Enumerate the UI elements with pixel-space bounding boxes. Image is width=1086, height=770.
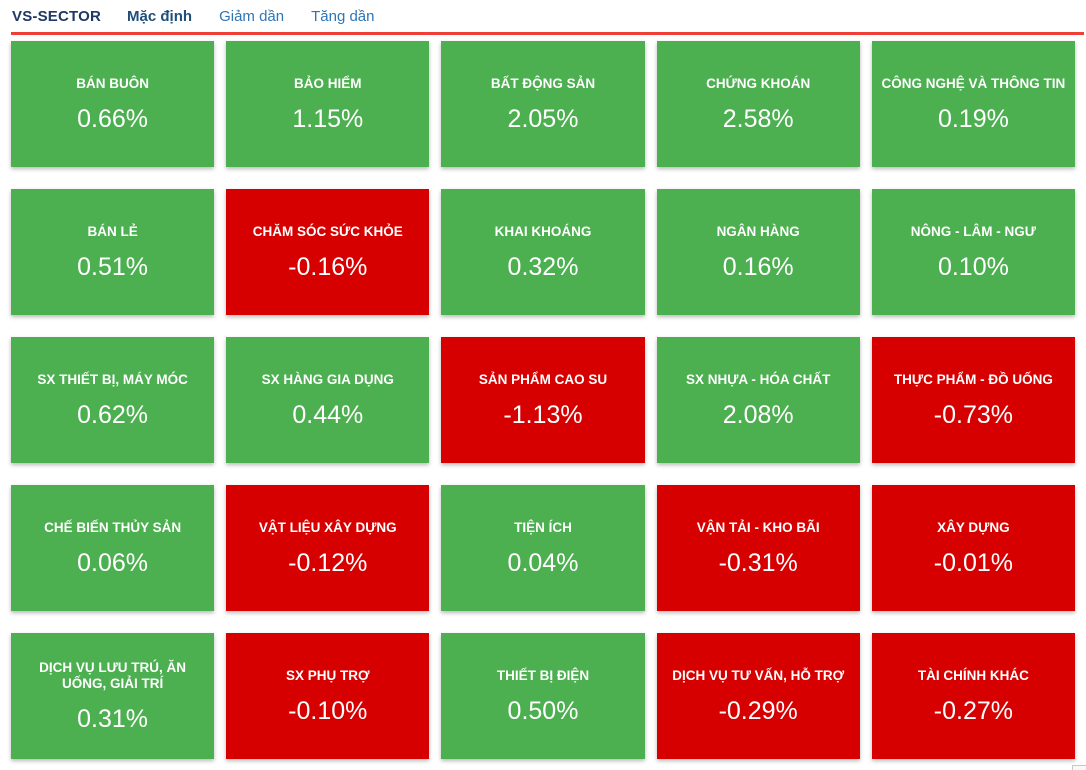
sector-name: BÁN BUÔN [76, 76, 149, 91]
sector-tile[interactable]: BẢO HIỂM 1.15% [226, 41, 430, 167]
sector-tile[interactable]: BẤT ĐỘNG SẢN 2.05% [441, 41, 645, 167]
sector-name: KHAI KHOÁNG [494, 224, 592, 239]
header-divider [11, 32, 1084, 35]
widget-title: VS-SECTOR [12, 8, 102, 25]
sector-change: 2.58% [722, 105, 794, 133]
sector-tile[interactable]: XÂY DỰNG -0.01% [871, 485, 1075, 611]
sector-name: CHĂM SÓC SỨC KHỎE [252, 224, 403, 239]
sector-change: 0.06% [77, 549, 149, 577]
sector-change: 0.44% [292, 401, 364, 429]
sector-change: -0.12% [288, 549, 368, 577]
sector-tile[interactable]: DỊCH VỤ LƯU TRÚ, ĂN UỐNG, GIẢI TRÍ 0.31% [11, 633, 215, 759]
sector-change: 2.08% [722, 401, 794, 429]
sector-tile[interactable]: KHAI KHOÁNG 0.32% [441, 189, 645, 315]
sector-change: -0.29% [718, 697, 798, 725]
sector-tile[interactable]: VẬN TẢI - KHO BÃI -0.31% [656, 485, 860, 611]
sector-name: TIỆN ÍCH [514, 520, 572, 535]
sector-change: 0.62% [77, 401, 149, 429]
sector-tile[interactable]: SX PHỤ TRỢ -0.10% [226, 633, 430, 759]
sector-name: DỊCH VỤ LƯU TRÚ, ĂN UỐNG, GIẢI TRÍ [39, 660, 187, 691]
sector-change: -0.27% [933, 697, 1013, 725]
sector-tile[interactable]: NGÂN HÀNG 0.16% [656, 189, 860, 315]
sector-change: 1.15% [292, 105, 364, 133]
sector-tile[interactable]: SX NHỰA - HÓA CHẤT 2.08% [656, 337, 860, 463]
sector-tile[interactable]: TÀI CHÍNH KHÁC -0.27% [871, 633, 1075, 759]
header: VS-SECTOR Mặc định Giảm dần Tăng dần [0, 0, 1086, 25]
sector-change: 0.19% [937, 105, 1009, 133]
sector-change: 0.66% [77, 105, 149, 133]
sector-name: DỊCH VỤ TƯ VẤN, HỖ TRỢ [672, 668, 845, 683]
sector-tile[interactable]: CHỨNG KHOÁN 2.58% [656, 41, 860, 167]
sector-change: -1.13% [503, 401, 583, 429]
scroll-corner [1072, 765, 1086, 770]
sector-tile[interactable]: DỊCH VỤ TƯ VẤN, HỖ TRỢ -0.29% [656, 633, 860, 759]
sector-name: NGÂN HÀNG [716, 224, 800, 239]
sector-name: SX NHỰA - HÓA CHẤT [685, 372, 831, 387]
sector-change: 0.16% [722, 253, 794, 281]
sector-change: 0.51% [77, 253, 149, 281]
sector-tile[interactable]: CHĂM SÓC SỨC KHỎE -0.16% [226, 189, 430, 315]
sector-change: -0.10% [288, 697, 368, 725]
sector-tile[interactable]: SX HÀNG GIA DỤNG 0.44% [226, 337, 430, 463]
sector-change: 0.04% [507, 549, 579, 577]
sector-name: SX THIẾT BỊ, MÁY MÓC [37, 372, 188, 387]
sector-name: SX HÀNG GIA DỤNG [261, 372, 394, 387]
sector-name: NÔNG - LÂM - NGƯ [910, 224, 1036, 239]
sector-change: -0.01% [933, 549, 1013, 577]
sector-tile[interactable]: VẬT LIỆU XÂY DỰNG -0.12% [226, 485, 430, 611]
sector-name: BÁN LẺ [87, 224, 138, 239]
sector-grid: BÁN BUÔN 0.66% BẢO HIỂM 1.15% BẤT ĐỘNG S… [11, 41, 1075, 759]
sector-name: VẬN TẢI - KHO BÃI [696, 520, 820, 535]
sector-change: 2.05% [507, 105, 579, 133]
sector-change: -0.73% [933, 401, 1013, 429]
sector-tile[interactable]: CHẾ BIẾN THỦY SẢN 0.06% [11, 485, 215, 611]
sector-name: BẤT ĐỘNG SẢN [490, 76, 596, 91]
sector-name: CÔNG NGHỆ VÀ THÔNG TIN [881, 76, 1066, 91]
sector-tile[interactable]: BÁN BUÔN 0.66% [11, 41, 215, 167]
sector-name: XÂY DỰNG [937, 520, 1010, 535]
sector-name: SẢN PHẨM CAO SU [478, 372, 608, 387]
sector-change: -0.31% [718, 549, 798, 577]
sector-tile[interactable]: TIỆN ÍCH 0.04% [441, 485, 645, 611]
sector-name: SX PHỤ TRỢ [286, 668, 370, 683]
sector-tile[interactable]: CÔNG NGHỆ VÀ THÔNG TIN 0.19% [871, 41, 1075, 167]
sort-tab[interactable]: Mặc định [127, 8, 193, 25]
sector-tile[interactable]: THỰC PHẨM - ĐỒ UỐNG -0.73% [871, 337, 1075, 463]
sector-tile[interactable]: SẢN PHẨM CAO SU -1.13% [441, 337, 645, 463]
sector-change: 0.31% [77, 705, 149, 733]
sector-name: THIẾT BỊ ĐIỆN [496, 668, 590, 683]
sector-change: 0.50% [507, 697, 579, 725]
sector-name: TÀI CHÍNH KHÁC [917, 668, 1029, 683]
sector-name: THỰC PHẨM - ĐỒ UỐNG [893, 372, 1053, 387]
sector-name: BẢO HIỂM [294, 76, 362, 91]
sort-tab[interactable]: Giảm dần [219, 8, 285, 25]
sector-change: 0.10% [937, 253, 1009, 281]
sector-tile[interactable]: SX THIẾT BỊ, MÁY MÓC 0.62% [11, 337, 215, 463]
sector-tile[interactable]: BÁN LẺ 0.51% [11, 189, 215, 315]
sector-tile[interactable]: THIẾT BỊ ĐIỆN 0.50% [441, 633, 645, 759]
sector-change: -0.16% [288, 253, 368, 281]
sort-tabs: Mặc định Giảm dần Tăng dần [127, 8, 374, 25]
sector-change: 0.32% [507, 253, 579, 281]
sort-tab[interactable]: Tăng dần [311, 8, 375, 25]
sector-name: CHỨNG KHOÁN [706, 76, 811, 91]
sector-name: CHẾ BIẾN THỦY SẢN [44, 520, 182, 535]
sector-name: VẬT LIỆU XÂY DỰNG [258, 520, 397, 535]
sector-tile[interactable]: NÔNG - LÂM - NGƯ 0.10% [871, 189, 1075, 315]
